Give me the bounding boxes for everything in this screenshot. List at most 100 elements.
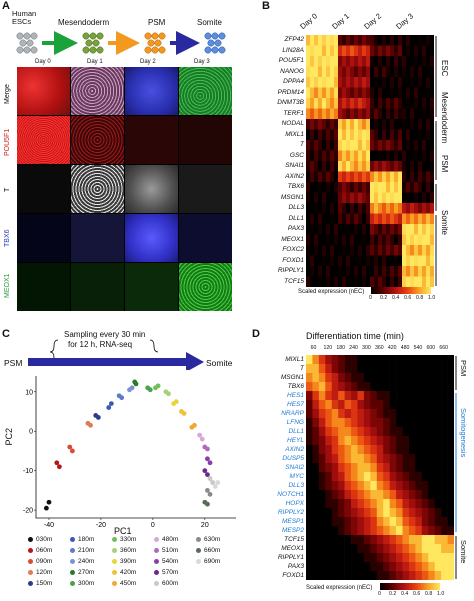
heatB-cell — [374, 224, 379, 235]
heatB-cell — [366, 203, 371, 214]
heatD-cell — [408, 553, 416, 563]
heatB-cell — [406, 213, 411, 225]
heatB-cell — [306, 87, 311, 99]
heatD-cell — [383, 517, 390, 527]
heatB-cell — [358, 140, 363, 151]
heatB-cell — [426, 213, 431, 225]
heatD-cell — [389, 517, 397, 527]
heatB-cell — [342, 150, 347, 162]
heatB-cell — [394, 203, 399, 214]
heatD-cell — [428, 472, 435, 482]
heatB-cell — [410, 87, 415, 99]
heatB-cell — [382, 213, 387, 225]
heatB-cell — [330, 224, 335, 235]
heatD-cell — [383, 373, 390, 383]
heatD-cell — [408, 499, 416, 509]
heatB-cell — [318, 171, 323, 183]
heatB-cell — [366, 119, 371, 130]
heatB-cell — [390, 108, 395, 120]
heatD-cell — [306, 490, 313, 500]
heatD-cell — [434, 436, 442, 446]
heatB-cell — [318, 213, 323, 225]
heatD-cell — [389, 427, 397, 437]
heatB-cell — [402, 140, 407, 151]
heatD-cell — [363, 508, 371, 518]
heatB-cell — [386, 171, 391, 183]
heatD-cell — [357, 364, 365, 374]
heatD-cell — [408, 454, 416, 464]
heatB-cell — [330, 108, 335, 120]
heatB-cell — [430, 245, 434, 256]
heatD-cell — [331, 355, 339, 365]
heatD-cell — [331, 517, 339, 527]
heatD-gene-label: MESP1 — [281, 518, 304, 525]
heatB-cell — [346, 98, 351, 109]
panel-b-label: B — [262, 0, 270, 12]
pca-legend-item: 030m — [28, 536, 52, 543]
heatD-cell — [434, 373, 442, 383]
heatB-cell — [426, 35, 431, 46]
heatD-cell — [396, 400, 403, 410]
heatD-cell — [312, 535, 320, 545]
heatB-cell — [362, 45, 367, 57]
heatD-cell — [428, 490, 435, 500]
heatB-cell — [394, 213, 399, 225]
heatB-cell — [426, 276, 431, 287]
heatD-cell — [396, 427, 403, 437]
heatB-cell — [362, 129, 367, 141]
heatD-colorbar-ticks: 0 0.2 0.4 0.6 0.8 1.0 — [376, 591, 448, 599]
heatD-cell — [389, 409, 397, 419]
heatB-cell — [338, 98, 343, 109]
heatB-cell — [310, 140, 315, 151]
heatD-cell — [441, 544, 448, 554]
heatD-cell — [376, 553, 384, 563]
heatB-cell — [354, 192, 359, 204]
heatD-cell — [370, 436, 378, 446]
pca-legend-label: 330m — [120, 536, 137, 543]
heatD-cell — [408, 364, 416, 374]
heatD-cell — [338, 427, 345, 437]
pca-xtick: -40 — [44, 522, 54, 529]
heatD-cell — [331, 364, 339, 374]
heatD-cell — [428, 418, 435, 428]
heatB-cell — [382, 255, 387, 267]
heatB-cell — [394, 140, 399, 151]
heatB-cell — [330, 150, 335, 162]
heatB-cell — [366, 224, 371, 235]
heatD-cell — [370, 517, 378, 527]
heatD-cell — [351, 517, 358, 527]
heatB-cell — [354, 255, 359, 267]
heatD-cell — [331, 445, 339, 455]
heatB-cell — [318, 129, 323, 141]
pca-point-600m — [207, 476, 213, 481]
pca-legend-dot — [112, 569, 117, 575]
heatD-cell — [402, 472, 410, 482]
heatB-cell — [358, 213, 363, 225]
heatD-cell — [363, 391, 371, 401]
heatB-cell — [390, 203, 395, 214]
pca-legend-dot — [196, 536, 201, 542]
heatD-cell — [376, 571, 384, 580]
heatB-cell — [326, 192, 331, 204]
heatD-cell — [318, 508, 326, 518]
heatB-cell — [334, 129, 339, 141]
heatB-gene-label: NODAL — [281, 120, 304, 128]
heatB-cell — [398, 119, 403, 130]
heatB-gene-label: FOXD1 — [282, 256, 304, 264]
heatB-cell — [314, 98, 319, 109]
heatD-cell — [306, 382, 313, 392]
heatD-cell — [447, 571, 454, 580]
heatB-cell — [330, 213, 335, 225]
heatB-cell — [398, 108, 403, 120]
heatD-cell — [370, 490, 378, 500]
heatD-cell — [351, 445, 358, 455]
heatD-cell — [312, 445, 320, 455]
heatB-cell — [422, 234, 427, 246]
heatD-cell — [331, 427, 339, 437]
heatD-cell — [447, 373, 454, 383]
heatD-cell — [376, 373, 384, 383]
heatD-cell — [357, 445, 365, 455]
heatD-tick-4: 0.8 — [425, 591, 433, 597]
heatD-title: Differentiation time (min) — [306, 331, 404, 341]
heatB-cell — [306, 77, 311, 88]
